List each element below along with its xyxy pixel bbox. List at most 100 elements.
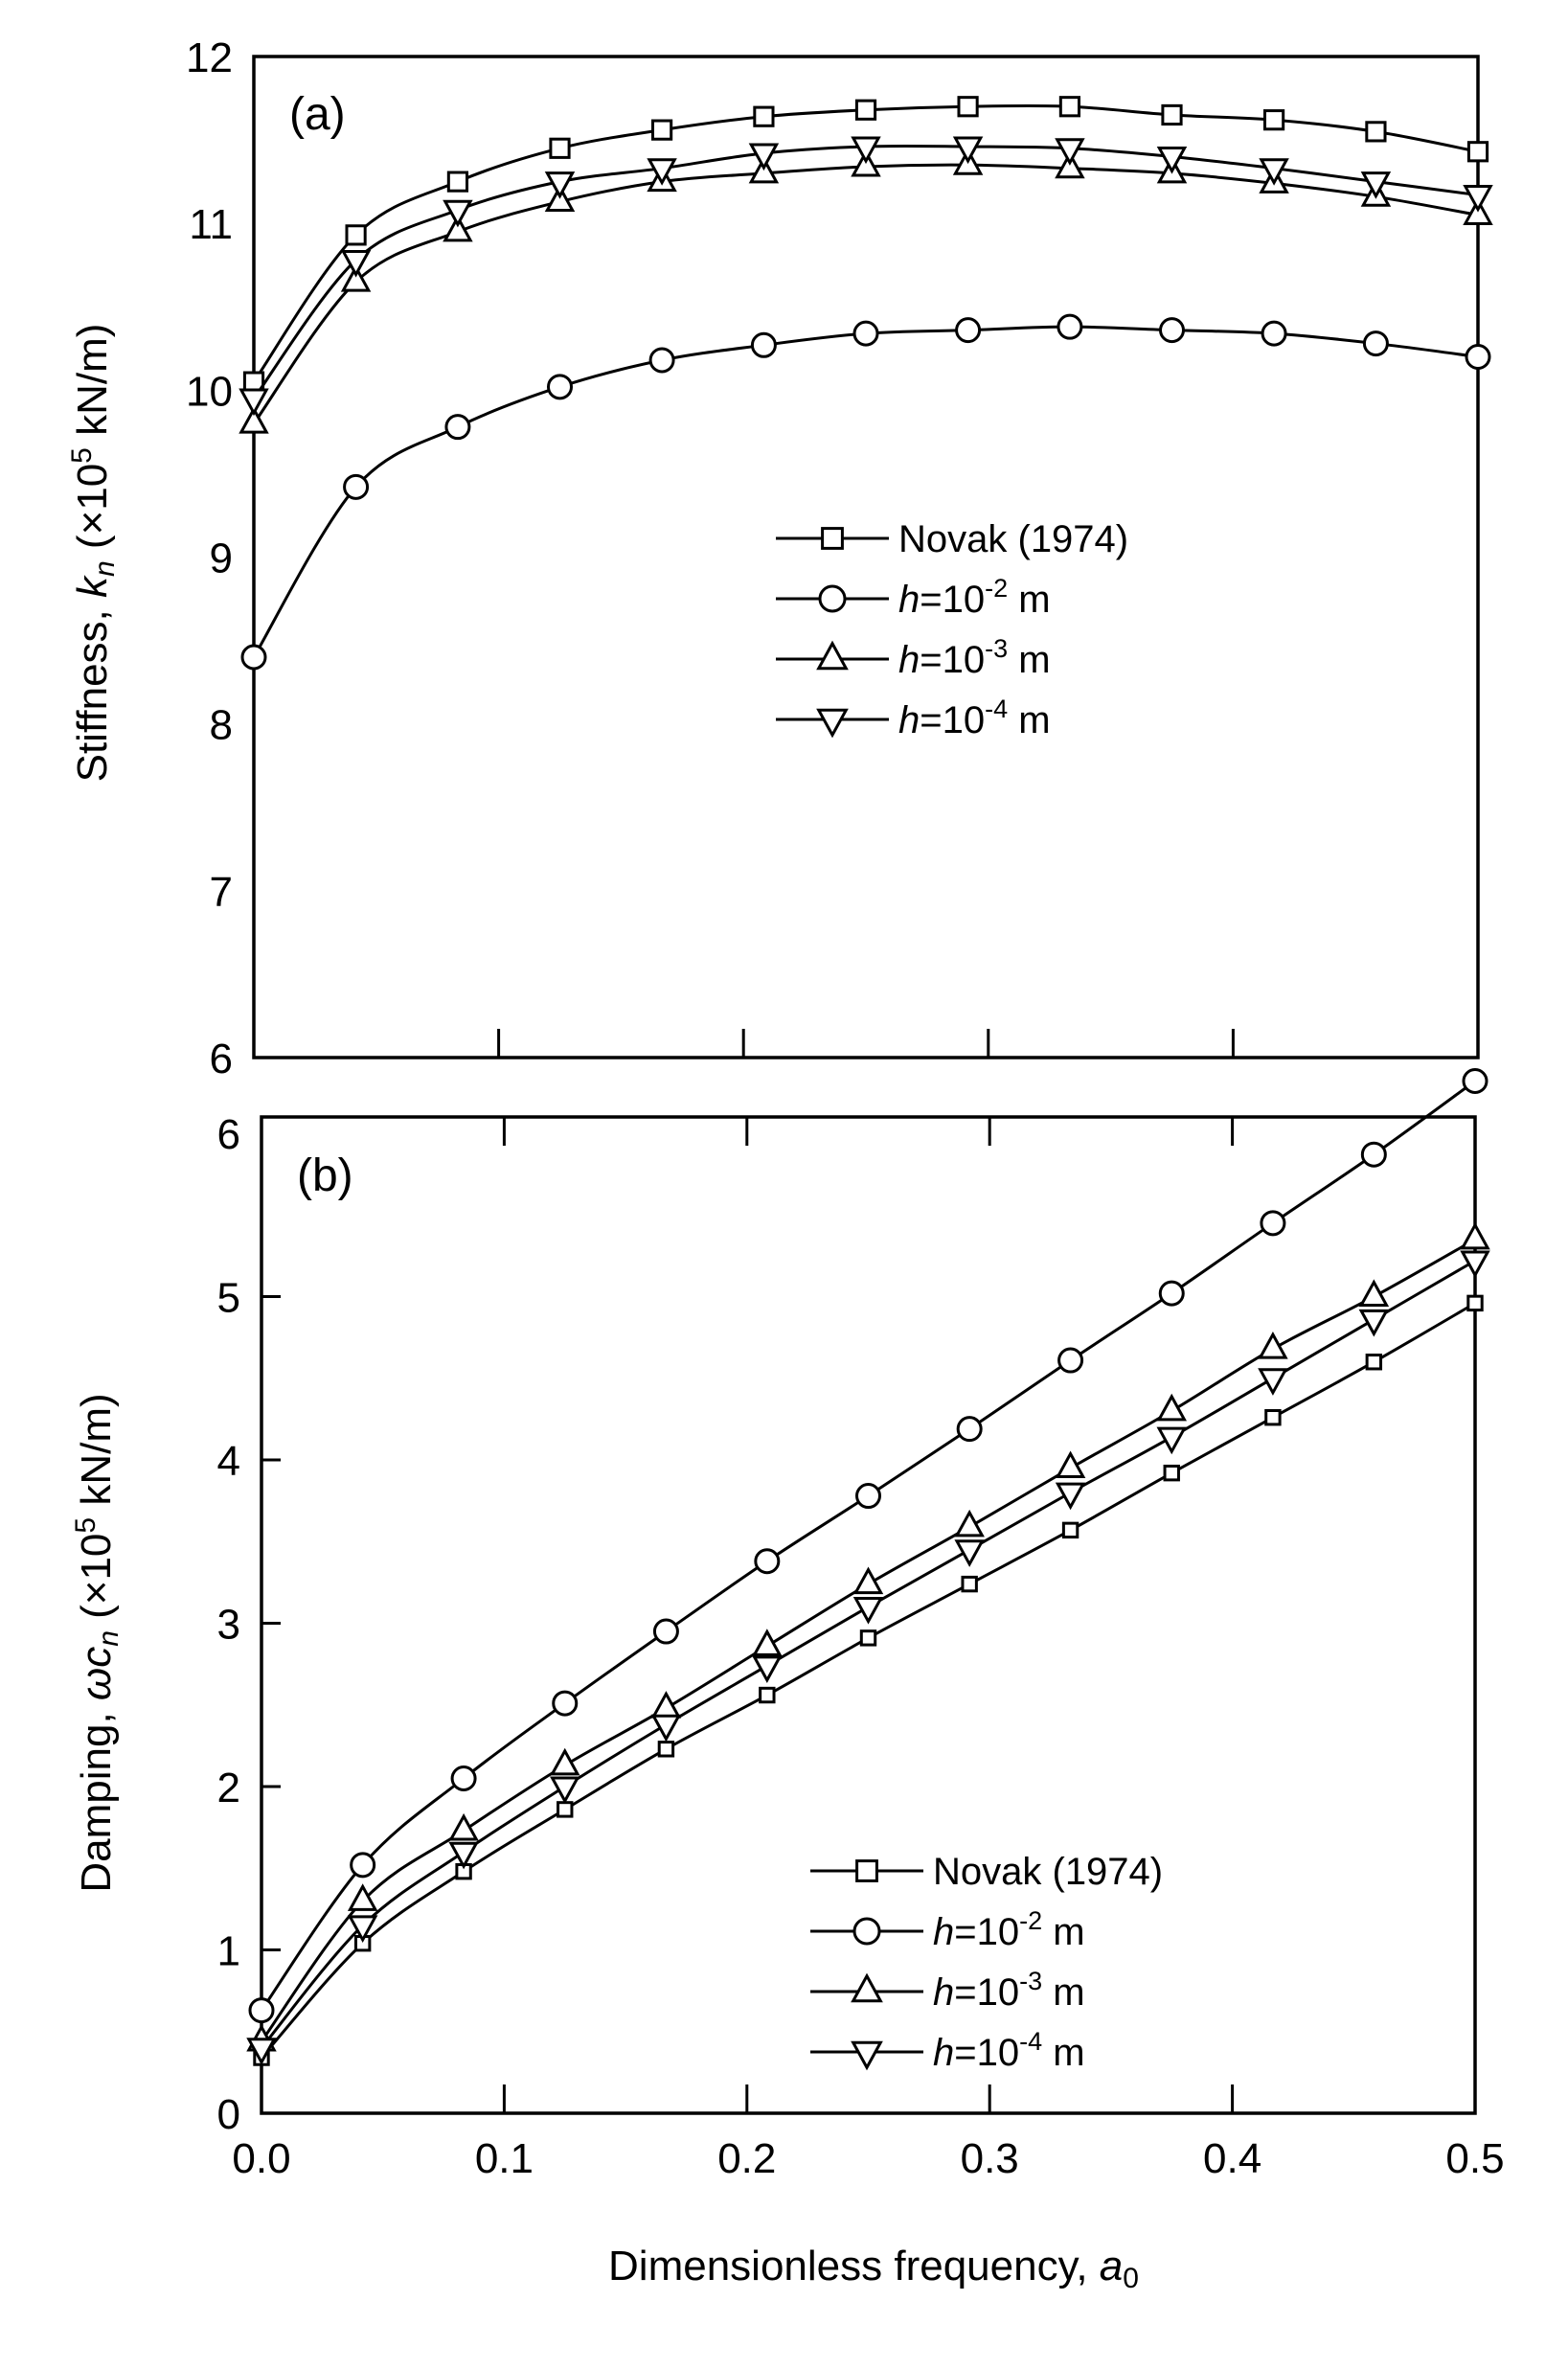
marker-square (650, 119, 673, 141)
panel-b-damping: 0 1 2 3 4 5 6 0.0 0.1 0.2 0.3 0.4 0.5 (b) Damping, ωcn… (70, 1067, 1505, 2182)
marker-triangle-down (544, 171, 576, 199)
y-tick-label: 4 (217, 1438, 240, 1485)
marker-triangle-up (1460, 1221, 1490, 1250)
legend-item: h=10-4 m (810, 2027, 1085, 2074)
series-triangle-down (246, 1250, 1490, 2065)
marker-square (753, 105, 775, 127)
marker-circle (855, 1483, 881, 1510)
marker-square (759, 1686, 776, 1704)
panel-label: (b) (297, 1150, 353, 1201)
marker-square (859, 1629, 877, 1647)
marker-triangle-down (952, 136, 984, 165)
marker-circle (652, 1618, 679, 1645)
series-triangle-up (246, 1221, 1490, 2052)
legend-item: h=10-2 m (776, 574, 1051, 621)
marker-circle (818, 584, 847, 613)
marker-triangle-up (550, 1747, 580, 1776)
marker-circle (1057, 1347, 1084, 1374)
y-tick-label: 1 (217, 1928, 240, 1975)
marker-triangle-down (1055, 1482, 1086, 1511)
marker-triangle-down (647, 158, 677, 186)
y-tick-label: 6 (210, 1036, 233, 1082)
marker-triangle-down (239, 388, 269, 417)
marker-square (1365, 121, 1387, 143)
marker-square (1161, 103, 1183, 126)
marker-triangle-down (448, 1841, 479, 1870)
marker-circle (750, 331, 777, 358)
legend-item: h=10-2 m (810, 1906, 1085, 1953)
marker-circle (852, 320, 879, 347)
marker-triangle-down (347, 1915, 378, 1944)
marker-triangle-down (816, 708, 849, 739)
marker-circle (248, 1997, 275, 2024)
marker-circle (552, 1690, 579, 1717)
series-line (252, 144, 1479, 399)
marker-circle (1261, 320, 1287, 347)
marker-triangle-down (650, 1714, 682, 1743)
marker-circle (1158, 1280, 1185, 1307)
y-tick-label: 2 (217, 1765, 240, 1811)
marker-triangle-up (1258, 1331, 1288, 1359)
marker-triangle-up (443, 214, 473, 242)
y-tick-label: 6 (217, 1111, 240, 1158)
marker-triangle-down (1258, 1368, 1288, 1396)
series-square (253, 1294, 1484, 2066)
marker-square (1058, 96, 1081, 118)
marker-triangle-up (1358, 1279, 1390, 1308)
marker-circle (350, 1852, 376, 1879)
marker-triangle-down (752, 1655, 783, 1683)
marker-circle (450, 1765, 477, 1791)
legend: Novak (1974) h=10-2 m h=10-3 m h=10-4 m (810, 1851, 1163, 2074)
marker-triangle-up (448, 1812, 479, 1841)
marker-triangle-down (340, 249, 372, 278)
y-tick-label: 0 (217, 2091, 240, 2138)
marker-triangle-down (550, 1776, 580, 1805)
marker-circle (852, 1917, 881, 1946)
marker-triangle-up (752, 1629, 783, 1656)
marker-square (557, 1801, 574, 1818)
marker-square (1262, 109, 1285, 131)
marker-circle (1159, 317, 1185, 344)
x-tick-label: 0.0 (232, 2135, 290, 2182)
marker-circle (754, 1548, 781, 1575)
marker-triangle-up (954, 1509, 985, 1538)
marker-triangle-down (1055, 138, 1085, 166)
legend-label: h=10-4 m (933, 2027, 1085, 2074)
marker-triangle-down (851, 136, 881, 165)
legend-label: Novak (1974) (898, 518, 1128, 560)
marker-triangle-down (1259, 158, 1289, 186)
marker-triangle-down (1156, 147, 1188, 174)
marker-square (1466, 1294, 1484, 1312)
marker-circle (956, 1416, 983, 1443)
x-tick-label: 0.2 (717, 2135, 776, 2182)
marker-triangle-down (1360, 171, 1392, 199)
y-tick-label: 11 (189, 201, 233, 248)
legend-item: Novak (1974) (810, 1851, 1163, 1893)
y-tick-label: 12 (186, 34, 233, 81)
marker-square (1466, 141, 1489, 163)
marker-triangle-up (347, 1883, 378, 1911)
series-line (252, 163, 1479, 425)
x-axis-title: Dimensionless frequency, a0 (608, 2243, 1139, 2294)
marker-circle (1462, 1067, 1488, 1094)
x-tick-label: 0.3 (961, 2135, 1019, 2182)
marker-circle (1360, 1141, 1387, 1168)
marker-triangle-up (239, 406, 269, 434)
legend-item: h=10-3 m (810, 1967, 1085, 2014)
panel-label: (a) (289, 89, 346, 140)
marker-triangle-down (851, 2040, 883, 2071)
marker-triangle-up (1055, 1450, 1086, 1479)
series-line (252, 325, 1479, 658)
series-triangle-down (239, 136, 1493, 417)
x-tick-label: 0.1 (475, 2135, 534, 2182)
marker-triangle-up (1156, 1393, 1187, 1422)
series-circle (248, 1067, 1488, 2024)
panel-a-stiffness: 6 7 8 9 10 11 12 (a) Stiffness, kn (×105 kN/m) No… (66, 34, 1493, 1082)
plot-frame (260, 1115, 1477, 2115)
y-tick-label: 7 (210, 869, 233, 916)
marker-triangle-down (1463, 185, 1493, 213)
marker-circle (547, 374, 573, 400)
marker-triangle-up (650, 1691, 682, 1719)
x-tick-label: 0.5 (1445, 2135, 1504, 2182)
